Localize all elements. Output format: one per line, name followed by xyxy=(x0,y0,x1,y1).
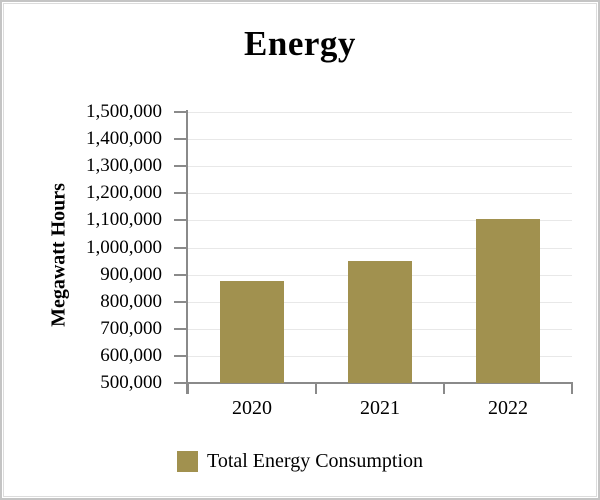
y-tick-mark xyxy=(174,192,188,194)
y-tick-label: 1,200,000 xyxy=(86,182,162,203)
gridline xyxy=(188,220,572,221)
x-axis-label: 2020 xyxy=(232,397,272,419)
x-tick-mark xyxy=(315,384,317,394)
y-tick-label: 1,000,000 xyxy=(86,237,162,258)
bar-2021 xyxy=(348,261,412,383)
x-axis-label: 2021 xyxy=(360,397,400,419)
y-tick-mark xyxy=(174,165,188,167)
y-tick-mark xyxy=(174,219,188,221)
x-tick-mark xyxy=(187,384,189,394)
legend: Total Energy Consumption xyxy=(2,450,598,472)
y-tick-label: 1,300,000 xyxy=(86,155,162,176)
legend-label: Total Energy Consumption xyxy=(207,450,423,472)
y-tick-label: 900,000 xyxy=(100,264,162,285)
x-tick-mark xyxy=(443,384,445,394)
y-tick-mark xyxy=(174,328,188,330)
gridline xyxy=(188,193,572,194)
legend-swatch-icon xyxy=(177,450,198,472)
x-tick-mark xyxy=(571,384,573,394)
y-tick-label: 1,100,000 xyxy=(86,209,162,230)
y-tick-label: 1,500,000 xyxy=(86,101,162,122)
bar-2022 xyxy=(476,219,540,383)
y-tick-label: 500,000 xyxy=(100,372,162,393)
bar-2020 xyxy=(220,281,284,383)
gridline xyxy=(188,112,572,113)
x-axis-line xyxy=(179,382,573,384)
gridline xyxy=(188,166,572,167)
gridline xyxy=(188,248,572,249)
y-tick-mark xyxy=(174,301,188,303)
y-axis-line xyxy=(186,110,188,394)
y-tick-label: 800,000 xyxy=(100,291,162,312)
x-axis-label: 2022 xyxy=(488,397,528,419)
y-tick-label: 700,000 xyxy=(100,318,162,339)
y-tick-label: 1,400,000 xyxy=(86,128,162,149)
y-tick-mark xyxy=(174,355,188,357)
y-tick-mark xyxy=(174,274,188,276)
y-tick-mark xyxy=(174,247,188,249)
y-tick-mark xyxy=(174,138,188,140)
y-tick-mark xyxy=(174,111,188,113)
gridline xyxy=(188,139,572,140)
y-tick-label: 600,000 xyxy=(100,345,162,366)
chart-title: Energy xyxy=(244,24,356,63)
